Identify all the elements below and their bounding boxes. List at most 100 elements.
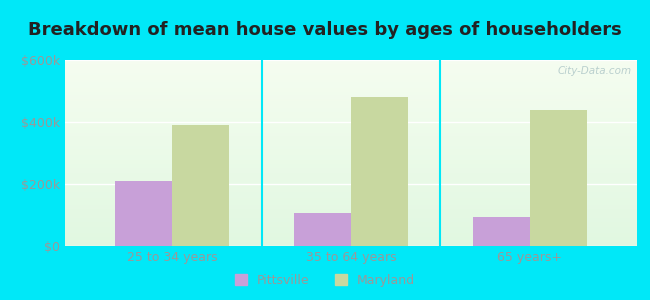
- Bar: [65, 119, 637, 122]
- Bar: [530, 110, 587, 246]
- Bar: [65, 162, 637, 164]
- Bar: [65, 97, 637, 99]
- Bar: [65, 151, 637, 153]
- Bar: [65, 66, 637, 68]
- Bar: [65, 103, 637, 105]
- Bar: [65, 153, 637, 155]
- Bar: [65, 110, 637, 112]
- Bar: [65, 75, 637, 77]
- Bar: [65, 224, 637, 226]
- Bar: [65, 170, 637, 172]
- Bar: [65, 146, 637, 147]
- Bar: [65, 216, 637, 218]
- Bar: [65, 118, 637, 119]
- Bar: [65, 71, 637, 73]
- Bar: [65, 214, 637, 216]
- Bar: [65, 86, 637, 88]
- Bar: [65, 92, 637, 94]
- Bar: [65, 212, 637, 214]
- Bar: [65, 99, 637, 101]
- Bar: [65, 205, 637, 207]
- Bar: [65, 112, 637, 114]
- Bar: [65, 242, 637, 244]
- Text: City-Data.com: City-Data.com: [557, 66, 631, 76]
- Bar: [65, 108, 637, 110]
- Bar: [65, 125, 637, 127]
- Bar: [65, 196, 637, 198]
- Bar: [65, 123, 637, 125]
- Bar: [65, 220, 637, 222]
- Bar: [294, 214, 351, 246]
- Bar: [65, 194, 637, 196]
- Bar: [65, 159, 637, 161]
- Bar: [65, 227, 637, 229]
- Bar: [65, 177, 637, 179]
- Bar: [65, 129, 637, 131]
- Bar: [65, 240, 637, 242]
- Bar: [65, 60, 637, 62]
- Bar: [65, 155, 637, 157]
- Bar: [65, 231, 637, 233]
- Text: Breakdown of mean house values by ages of householders: Breakdown of mean house values by ages o…: [28, 21, 622, 39]
- Bar: [65, 184, 637, 187]
- Bar: [65, 160, 637, 162]
- Bar: [65, 211, 637, 212]
- Bar: [65, 140, 637, 142]
- Bar: [65, 82, 637, 84]
- Bar: [473, 217, 530, 246]
- Bar: [115, 181, 172, 246]
- Bar: [65, 201, 637, 203]
- Bar: [65, 207, 637, 209]
- Bar: [65, 175, 637, 177]
- Bar: [65, 218, 637, 220]
- Bar: [65, 138, 637, 140]
- Bar: [65, 190, 637, 192]
- Bar: [65, 203, 637, 205]
- Bar: [65, 116, 637, 118]
- Bar: [65, 88, 637, 90]
- Bar: [65, 106, 637, 108]
- Bar: [351, 97, 408, 246]
- Bar: [65, 187, 637, 188]
- Bar: [65, 166, 637, 168]
- Bar: [65, 183, 637, 184]
- Bar: [65, 168, 637, 170]
- Bar: [65, 244, 637, 246]
- Bar: [65, 222, 637, 224]
- Bar: [65, 64, 637, 66]
- Bar: [65, 136, 637, 138]
- Bar: [65, 105, 637, 106]
- Bar: [65, 90, 637, 92]
- Bar: [65, 144, 637, 146]
- Bar: [65, 209, 637, 211]
- Bar: [65, 237, 637, 239]
- Bar: [65, 157, 637, 159]
- Bar: [65, 147, 637, 149]
- Bar: [65, 181, 637, 183]
- Bar: [65, 101, 637, 103]
- Bar: [65, 94, 637, 95]
- Bar: [65, 226, 637, 227]
- Bar: [65, 134, 637, 136]
- Bar: [65, 133, 637, 134]
- Bar: [65, 172, 637, 173]
- Bar: [65, 238, 637, 240]
- Bar: [65, 114, 637, 116]
- Bar: [65, 192, 637, 194]
- Bar: [65, 77, 637, 79]
- Bar: [65, 233, 637, 235]
- Bar: [65, 149, 637, 151]
- Bar: [65, 95, 637, 97]
- Bar: [65, 235, 637, 237]
- Bar: [65, 79, 637, 80]
- Bar: [172, 125, 229, 246]
- Bar: [65, 69, 637, 71]
- Legend: Pittsville, Maryland: Pittsville, Maryland: [231, 270, 419, 291]
- Bar: [65, 142, 637, 144]
- Bar: [65, 68, 637, 69]
- Bar: [65, 200, 637, 201]
- Bar: [65, 198, 637, 200]
- Bar: [65, 127, 637, 129]
- Bar: [65, 188, 637, 190]
- Bar: [65, 62, 637, 64]
